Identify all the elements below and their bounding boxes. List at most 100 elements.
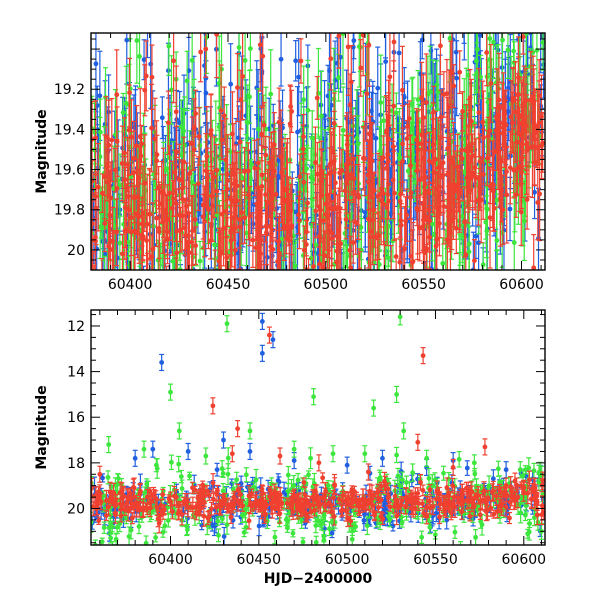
- data-point: [247, 442, 253, 461]
- data-point: [483, 204, 489, 240]
- data-point: [457, 50, 463, 95]
- data-point: [394, 385, 400, 404]
- data-point: [391, 33, 397, 72]
- data-point: [241, 527, 247, 538]
- data-point: [154, 458, 160, 479]
- data-point: [460, 91, 466, 132]
- data-point: [305, 59, 311, 161]
- data-point: [242, 503, 248, 523]
- data-point: [327, 117, 333, 211]
- data-point: [177, 206, 183, 253]
- data-point: [387, 33, 393, 126]
- data-point: [396, 33, 402, 105]
- data-point: [410, 463, 416, 482]
- data-point: [149, 44, 155, 110]
- data-point: [466, 109, 472, 192]
- data-point: [337, 168, 343, 249]
- data-point: [452, 525, 458, 539]
- y-tick-label: 20: [67, 243, 85, 259]
- data-point: [350, 115, 356, 203]
- panel-2: 60400 60450 60500 60550 60600 12 14 16 18 20 Magni…: [34, 309, 546, 587]
- data-point: [296, 195, 302, 235]
- data-point: [321, 505, 327, 526]
- data-point: [376, 211, 382, 261]
- data-point: [456, 251, 462, 270]
- y-tick-label: 14: [67, 365, 85, 381]
- data-point: [318, 140, 324, 223]
- data-point: [144, 478, 150, 490]
- data-point: [235, 420, 241, 438]
- data-point: [503, 461, 509, 479]
- data-point: [423, 53, 429, 152]
- data-point: [379, 158, 385, 220]
- data-point: [340, 240, 346, 270]
- data-point: [110, 206, 116, 270]
- data-point: [347, 199, 353, 270]
- data-point: [291, 440, 297, 458]
- data-point: [507, 131, 513, 205]
- data-point: [288, 85, 294, 128]
- data-point: [292, 308, 297, 397]
- data-point: [520, 76, 526, 170]
- data-point: [277, 255, 283, 270]
- data-point: [214, 33, 220, 79]
- data-point: [258, 260, 264, 270]
- data-point: [300, 124, 306, 174]
- data-point: [109, 97, 115, 183]
- data-point: [224, 315, 230, 333]
- x-tick-label: 60600: [502, 552, 547, 568]
- data-point: [173, 257, 179, 270]
- data-point: [517, 120, 523, 213]
- data-point: [237, 169, 243, 270]
- data-point: [531, 233, 537, 270]
- data-point: [378, 54, 384, 151]
- y-tick-label: 19.2: [54, 82, 85, 98]
- data-point: [224, 148, 230, 201]
- data-point: [277, 447, 283, 465]
- data-point: [159, 353, 165, 372]
- data-point: [126, 84, 132, 176]
- data-point: [136, 518, 142, 535]
- data-point: [132, 185, 138, 270]
- data-point: [308, 447, 314, 470]
- data-point: [234, 53, 240, 123]
- data-point: [522, 509, 528, 522]
- data-point: [399, 45, 405, 135]
- data-point: [527, 0, 532, 23]
- data-point: [411, 310, 416, 375]
- data-point: [256, 515, 262, 537]
- data-point: [218, 64, 224, 157]
- data-point: [419, 61, 425, 134]
- data-point: [393, 92, 399, 134]
- data-point: [242, 191, 248, 244]
- data-point: [441, 168, 447, 245]
- data-point: [528, 51, 534, 149]
- x-axis-label: HJD−2400000: [264, 571, 373, 587]
- data-point: [214, 462, 220, 477]
- data-point: [401, 422, 407, 440]
- y-tick-label: 12: [67, 319, 85, 335]
- data-point: [362, 445, 368, 463]
- data-point: [424, 219, 430, 270]
- data-point: [187, 471, 193, 481]
- data-point: [203, 33, 209, 78]
- data-point: [454, 40, 460, 117]
- data-point: [214, 168, 220, 214]
- data-point: [163, 195, 169, 232]
- data-point: [231, 161, 237, 242]
- data-point: [331, 92, 337, 155]
- data-point: [532, 100, 538, 164]
- data-point: [198, 33, 204, 83]
- data-point: [314, 75, 320, 120]
- data-point: [473, 529, 479, 545]
- data-point: [344, 456, 350, 474]
- data-point: [471, 239, 477, 270]
- data-point: [367, 202, 373, 270]
- data-point: [480, 242, 486, 270]
- data-point: [524, 169, 530, 230]
- y-axis-label: Magnitude: [34, 109, 50, 193]
- data-point: [292, 242, 298, 270]
- data-point: [320, 472, 326, 484]
- data-point: [441, 71, 447, 118]
- x-tick-label: 60500: [325, 552, 370, 568]
